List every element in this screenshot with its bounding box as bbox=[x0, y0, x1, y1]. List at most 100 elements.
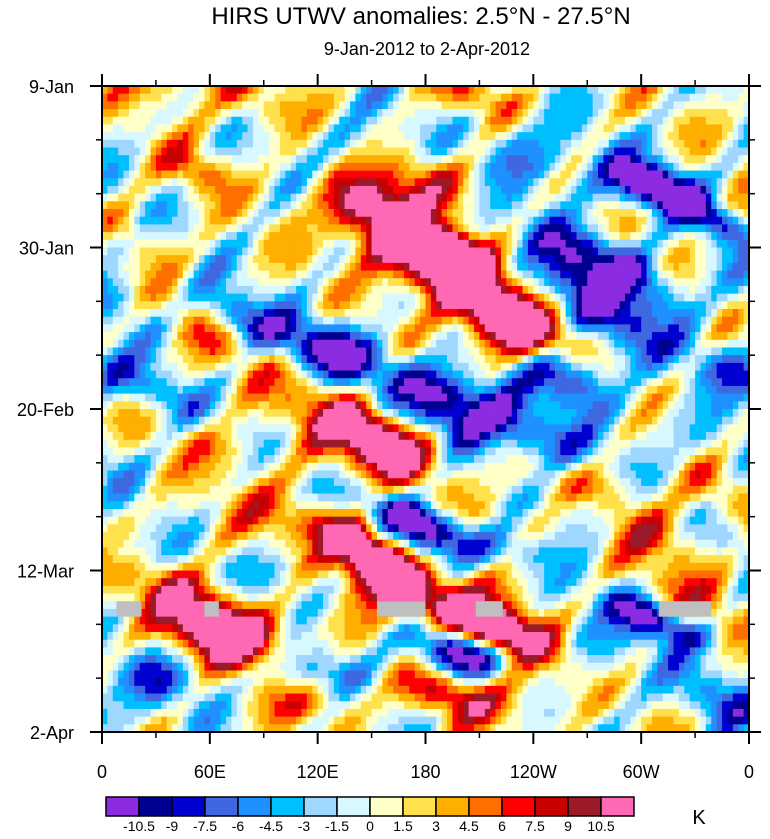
heatmap-cell bbox=[522, 309, 529, 318]
heatmap-cell bbox=[145, 316, 151, 325]
heatmap-cell bbox=[646, 178, 653, 187]
heatmap-cell bbox=[441, 139, 448, 148]
heatmap-cell bbox=[290, 193, 297, 202]
heatmap-cell bbox=[527, 378, 534, 387]
heatmap-cell bbox=[646, 201, 653, 210]
heatmap-cell bbox=[296, 347, 302, 356]
heatmap-cell bbox=[527, 193, 534, 202]
heatmap-cell bbox=[468, 247, 475, 256]
heatmap-cell bbox=[490, 185, 496, 195]
heatmap-cell bbox=[517, 101, 523, 110]
heatmap-cell bbox=[490, 247, 496, 256]
heatmap-cell bbox=[463, 139, 469, 148]
heatmap-cell bbox=[403, 147, 410, 156]
heatmap-cell bbox=[193, 385, 200, 394]
heatmap-cell bbox=[193, 309, 200, 318]
heatmap-cell bbox=[403, 278, 410, 287]
heatmap-cell bbox=[414, 216, 421, 225]
heatmap-cell bbox=[538, 355, 545, 364]
heatmap-cell bbox=[598, 162, 604, 171]
heatmap-cell bbox=[112, 285, 119, 294]
heatmap-cell bbox=[409, 339, 416, 348]
heatmap-cell bbox=[376, 385, 383, 394]
heatmap-cell bbox=[684, 378, 691, 387]
heatmap-cell bbox=[522, 255, 529, 264]
heatmap-cell bbox=[662, 116, 669, 125]
heatmap-cell bbox=[236, 370, 243, 379]
heatmap-cell bbox=[722, 393, 728, 402]
heatmap-cell bbox=[150, 332, 157, 341]
heatmap-cell bbox=[290, 370, 297, 379]
heatmap-cell bbox=[339, 193, 345, 202]
heatmap-cell bbox=[193, 247, 200, 256]
heatmap-cell bbox=[393, 209, 399, 218]
heatmap-cell bbox=[619, 209, 626, 218]
heatmap-cell bbox=[355, 201, 362, 210]
heatmap-cell bbox=[371, 109, 378, 118]
heatmap-cell bbox=[705, 109, 712, 118]
heatmap-cell bbox=[306, 355, 313, 364]
heatmap-cell bbox=[102, 401, 108, 410]
heatmap-cell bbox=[215, 139, 221, 148]
heatmap-cell bbox=[743, 124, 749, 133]
heatmap-cell bbox=[544, 255, 550, 264]
heatmap-cell bbox=[598, 362, 604, 371]
heatmap-cell bbox=[350, 101, 356, 110]
heatmap-cell bbox=[199, 324, 205, 333]
heatmap-cell bbox=[296, 155, 302, 164]
heatmap-cell bbox=[247, 293, 254, 302]
heatmap-cell bbox=[624, 124, 631, 133]
heatmap-cell bbox=[484, 362, 491, 371]
heatmap-cell bbox=[738, 124, 744, 133]
heatmap-cell bbox=[420, 147, 426, 156]
heatmap-cell bbox=[630, 239, 637, 248]
heatmap-cell bbox=[328, 193, 335, 202]
heatmap-cell bbox=[128, 147, 135, 156]
heatmap-cell bbox=[506, 285, 513, 294]
heatmap-cell bbox=[695, 378, 701, 387]
heatmap-cell bbox=[274, 324, 281, 333]
heatmap-cell bbox=[317, 132, 324, 141]
heatmap-cell bbox=[403, 347, 410, 356]
heatmap-cell bbox=[603, 385, 610, 394]
heatmap-cell bbox=[743, 247, 749, 256]
heatmap-cell bbox=[306, 370, 313, 379]
heatmap-cell bbox=[371, 393, 378, 402]
heatmap-cell bbox=[247, 109, 254, 118]
heatmap-cell bbox=[614, 262, 620, 271]
heatmap-cell bbox=[624, 393, 631, 402]
heatmap-cell bbox=[215, 155, 221, 164]
heatmap-cell bbox=[215, 393, 221, 402]
heatmap-cell bbox=[161, 393, 168, 402]
heatmap-cell bbox=[333, 355, 340, 364]
heatmap-cell bbox=[641, 224, 647, 233]
heatmap-cell bbox=[236, 401, 243, 410]
heatmap-cell bbox=[317, 193, 324, 202]
heatmap-cell bbox=[306, 86, 313, 95]
heatmap-cell bbox=[102, 309, 108, 318]
heatmap-cell bbox=[285, 378, 292, 387]
heatmap-cell bbox=[700, 324, 707, 333]
heatmap-cell bbox=[172, 370, 178, 379]
heatmap-cell bbox=[549, 270, 556, 279]
heatmap-cell bbox=[500, 155, 507, 164]
heatmap-cell bbox=[457, 239, 464, 248]
heatmap-cell bbox=[193, 278, 200, 287]
heatmap-cell bbox=[457, 132, 464, 141]
heatmap-cell bbox=[635, 216, 642, 225]
heatmap-cell bbox=[317, 293, 324, 302]
heatmap-cell bbox=[474, 301, 480, 310]
heatmap-cell bbox=[360, 193, 367, 202]
heatmap-cell bbox=[662, 316, 669, 325]
heatmap-cell bbox=[128, 193, 135, 202]
heatmap-cell bbox=[247, 270, 254, 279]
heatmap-cell bbox=[581, 185, 588, 195]
heatmap-cell bbox=[646, 301, 653, 310]
heatmap-cell bbox=[506, 355, 513, 364]
heatmap-cell bbox=[220, 339, 227, 348]
heatmap-cell bbox=[554, 124, 561, 133]
heatmap-cell bbox=[684, 232, 691, 241]
heatmap-cell bbox=[468, 378, 475, 387]
heatmap-cell bbox=[711, 370, 717, 379]
heatmap-cell bbox=[722, 355, 728, 364]
